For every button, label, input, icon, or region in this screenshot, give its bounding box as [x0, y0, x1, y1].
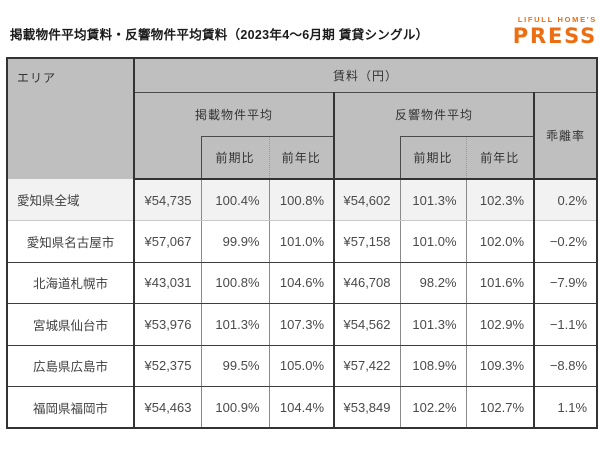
divergence-cell: −0.2% [532, 220, 598, 263]
response-vs-prev-period-cell: 98.2% [399, 262, 466, 304]
divergence-cell: 1.1% [532, 386, 598, 429]
response-avg-cell: ¥53,849 [333, 386, 400, 429]
response-vs-prev-year-cell: 101.6% [465, 262, 534, 304]
listed-vs-prev-year-cell: 100.8% [268, 179, 334, 221]
column-header-response-vs-prev-year: 前年比 [465, 135, 534, 180]
divergence-cell: 0.2% [532, 179, 598, 221]
response-vs-prev-period-cell: 108.9% [399, 345, 466, 387]
response-vs-prev-year-cell: 109.3% [465, 345, 534, 387]
response-vs-prev-year-cell: 102.9% [465, 303, 534, 346]
listed-avg-cell: ¥53,976 [134, 303, 201, 346]
area-cell: 愛知県全域 [7, 179, 135, 221]
response-vs-prev-period-cell: 101.3% [399, 179, 466, 221]
table-row: 福岡県福岡市 ¥54,463 100.9% 104.4% ¥53,849 102… [7, 386, 598, 429]
area-cell: 宮城県仙台市 [7, 303, 135, 346]
listed-vs-prev-period-cell: 100.4% [200, 179, 269, 221]
area-cell: 広島県広島市 [7, 345, 135, 387]
divergence-cell: −1.1% [532, 303, 598, 346]
response-vs-prev-period-cell: 101.0% [399, 220, 466, 263]
column-header-area: エリア [7, 58, 135, 179]
column-header-response-avg: 反響物件平均 [333, 92, 534, 136]
divergence-cell: −8.8% [532, 345, 598, 387]
area-cell: 福岡県福岡市 [7, 386, 135, 429]
listed-vs-prev-year-cell: 101.0% [268, 220, 334, 263]
lifull-homes-press-logo: LIFULL HOME'S PRESS [513, 16, 597, 47]
response-vs-prev-year-cell: 102.3% [465, 179, 534, 221]
table-row: 愛知県名古屋市 ¥57,067 99.9% 101.0% ¥57,158 101… [7, 220, 598, 263]
logo-press-text: PRESS [512, 23, 597, 48]
logo-brand-text: LIFULL HOME'S [517, 15, 597, 24]
column-header-listed-avg: 掲載物件平均 [134, 92, 334, 136]
response-vs-prev-period-cell: 101.3% [399, 303, 466, 346]
listed-vs-prev-year-cell: 104.6% [268, 262, 334, 304]
response-vs-prev-year-cell: 102.7% [465, 386, 534, 429]
rent-data-table: エリア 賃料（円） 掲載物件平均 反響物件平均 乖離率 前期比 前年比 前期比 … [6, 57, 599, 429]
listed-vs-prev-period-cell: 99.5% [200, 345, 269, 387]
column-header-rent-yen: 賃料（円） [134, 58, 598, 93]
table-row: 愛知県全域 ¥54,735 100.4% 100.8% ¥54,602 101.… [7, 179, 598, 221]
listed-vs-prev-period-cell: 100.9% [200, 386, 269, 429]
header-spacer-cell [134, 136, 201, 180]
listed-vs-prev-period-cell: 99.9% [200, 220, 269, 263]
page-title: 掲載物件平均賃料・反響物件平均賃料（2023年4〜6月期 賃貸シングル） [10, 28, 429, 42]
listed-avg-cell: ¥54,735 [134, 179, 201, 221]
listed-avg-cell: ¥57,067 [134, 220, 201, 263]
area-cell: 愛知県名古屋市 [7, 220, 135, 263]
response-vs-prev-period-cell: 102.2% [399, 386, 466, 429]
header-spacer-cell [333, 136, 400, 180]
listed-vs-prev-period-cell: 100.8% [200, 262, 269, 304]
response-avg-cell: ¥46,708 [333, 262, 400, 304]
listed-vs-prev-year-cell: 104.4% [268, 386, 334, 429]
divergence-cell: −7.9% [532, 262, 598, 304]
response-avg-cell: ¥57,158 [333, 220, 400, 263]
listed-vs-prev-year-cell: 105.0% [268, 345, 334, 387]
table-body: 愛知県全域 ¥54,735 100.4% 100.8% ¥54,602 101.… [7, 179, 598, 429]
listed-avg-cell: ¥52,375 [134, 345, 201, 387]
column-header-divergence-rate: 乖離率 [532, 92, 598, 180]
column-header-response-vs-prev-period: 前期比 [399, 135, 466, 180]
listed-vs-prev-period-cell: 101.3% [200, 303, 269, 346]
table-row: 北海道札幌市 ¥43,031 100.8% 104.6% ¥46,708 98.… [7, 262, 598, 304]
response-avg-cell: ¥54,562 [333, 303, 400, 346]
listed-avg-cell: ¥43,031 [134, 262, 201, 304]
table-row: 宮城県仙台市 ¥53,976 101.3% 107.3% ¥54,562 101… [7, 303, 598, 346]
listed-vs-prev-year-cell: 107.3% [268, 303, 334, 346]
response-avg-cell: ¥54,602 [333, 179, 400, 221]
area-cell: 北海道札幌市 [7, 262, 135, 304]
response-vs-prev-year-cell: 102.0% [465, 220, 534, 263]
table-header: エリア 賃料（円） 掲載物件平均 反響物件平均 乖離率 前期比 前年比 前期比 … [7, 58, 598, 180]
response-avg-cell: ¥57,422 [333, 345, 400, 387]
table-row: 広島県広島市 ¥52,375 99.5% 105.0% ¥57,422 108.… [7, 345, 598, 387]
column-header-listed-vs-prev-year: 前年比 [268, 135, 334, 180]
listed-avg-cell: ¥54,463 [134, 386, 201, 429]
column-header-listed-vs-prev-period: 前期比 [200, 135, 269, 180]
